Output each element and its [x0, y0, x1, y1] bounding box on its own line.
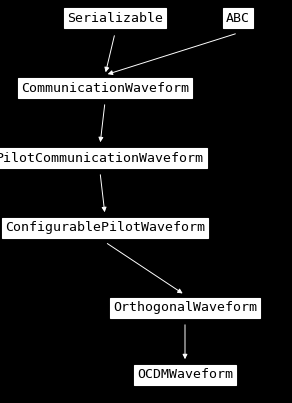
Text: ConfigurablePilotWaveform: ConfigurablePilotWaveform	[5, 222, 205, 235]
Text: CommunicationWaveform: CommunicationWaveform	[21, 81, 189, 94]
Text: Serializable: Serializable	[67, 12, 163, 25]
Text: ABC: ABC	[226, 12, 250, 25]
Text: OCDMWaveform: OCDMWaveform	[137, 368, 233, 382]
Text: PilotCommunicationWaveform: PilotCommunicationWaveform	[0, 152, 204, 164]
Text: OrthogonalWaveform: OrthogonalWaveform	[113, 301, 257, 314]
